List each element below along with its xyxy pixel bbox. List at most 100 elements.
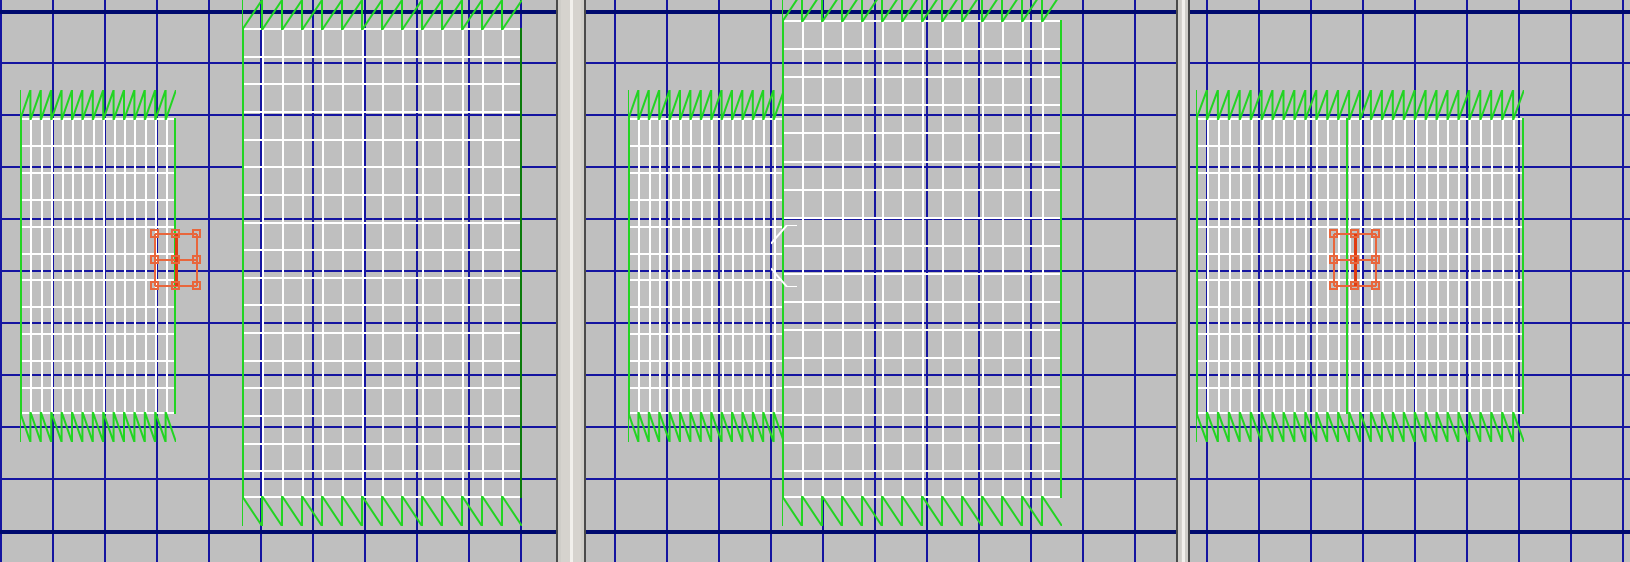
mesh-line-vertical bbox=[1294, 118, 1296, 414]
grid-line-horizontal bbox=[586, 270, 1176, 272]
mesh-line-vertical bbox=[1502, 118, 1504, 414]
selection-handle[interactable] bbox=[192, 229, 201, 238]
mesh-line-vertical bbox=[82, 118, 84, 414]
mesh-line-horizontal bbox=[242, 332, 522, 334]
mesh-line-vertical bbox=[1371, 118, 1373, 414]
mesh-line-horizontal bbox=[1196, 279, 1524, 281]
grid-line-vertical bbox=[1082, 0, 1084, 562]
selection-handle[interactable] bbox=[192, 281, 201, 290]
mesh-line-vertical bbox=[922, 20, 924, 498]
selection-handle[interactable] bbox=[171, 255, 180, 264]
selection-handle[interactable] bbox=[150, 255, 159, 264]
grid-line-horizontal bbox=[586, 218, 1176, 220]
selection-handles[interactable] bbox=[150, 229, 201, 290]
mesh-line-vertical bbox=[649, 118, 651, 414]
mesh-line-vertical bbox=[422, 28, 424, 498]
boundary-sawtooth-top bbox=[242, 0, 522, 30]
mesh-line-vertical bbox=[962, 20, 964, 498]
mesh-line-vertical bbox=[145, 118, 147, 414]
grid-line-horizontal bbox=[586, 62, 1176, 64]
grid-line-border-top bbox=[0, 10, 556, 14]
mesh-plate-plate-small-left[interactable] bbox=[20, 118, 176, 414]
selection-handle[interactable] bbox=[1371, 255, 1380, 264]
mesh-line-vertical bbox=[680, 118, 682, 414]
mesh-plate-plate-large-right[interactable] bbox=[782, 20, 1062, 498]
splitter-1[interactable] bbox=[556, 0, 586, 562]
selection-handle[interactable] bbox=[192, 255, 201, 264]
selection-handle[interactable] bbox=[1329, 255, 1338, 264]
mesh-line-vertical bbox=[1283, 118, 1285, 414]
mesh-line-vertical bbox=[711, 118, 713, 414]
mesh-line-vertical bbox=[114, 118, 116, 414]
mesh-line-vertical bbox=[732, 118, 734, 414]
grid-line-horizontal bbox=[1190, 62, 1630, 64]
selection-line-vertical bbox=[154, 234, 156, 286]
selection-handle[interactable] bbox=[171, 281, 180, 290]
grid-line-horizontal bbox=[586, 322, 1176, 324]
mesh-line-horizontal bbox=[628, 333, 784, 335]
grid-line-border-bottom bbox=[1190, 530, 1630, 534]
mesh-plate-plate-small-left[interactable] bbox=[628, 118, 784, 414]
mesh-line-vertical bbox=[382, 28, 384, 498]
splitter-2[interactable] bbox=[1176, 0, 1190, 562]
mesh-line-horizontal bbox=[1196, 333, 1524, 335]
mesh-line-vertical bbox=[1404, 118, 1406, 414]
plate-edge-left bbox=[1196, 118, 1198, 414]
mesh-line-vertical bbox=[262, 28, 264, 498]
selection-handle[interactable] bbox=[1350, 229, 1359, 238]
mesh-line-horizontal bbox=[20, 253, 176, 255]
mesh-line-vertical bbox=[1513, 118, 1515, 414]
mesh-line-horizontal bbox=[1196, 360, 1524, 362]
mesh-line-horizontal bbox=[242, 111, 522, 113]
mesh-line-horizontal bbox=[782, 104, 1062, 106]
mesh-line-vertical bbox=[1042, 20, 1044, 498]
viewport-2[interactable] bbox=[586, 0, 1176, 562]
grid-line-vertical bbox=[208, 0, 210, 562]
mesh-line-horizontal bbox=[782, 329, 1062, 331]
grid-line-vertical bbox=[52, 0, 54, 562]
mesh-line-horizontal bbox=[242, 222, 522, 224]
mesh-line-horizontal bbox=[20, 279, 176, 281]
divider-gap bbox=[569, 0, 573, 562]
viewport-1[interactable] bbox=[0, 0, 556, 562]
mesh-line-horizontal bbox=[242, 387, 522, 389]
selection-handle[interactable] bbox=[1350, 255, 1359, 264]
mesh-line-horizontal bbox=[1196, 145, 1524, 147]
mesh-line-horizontal bbox=[628, 387, 784, 389]
mesh-line-horizontal bbox=[1196, 387, 1524, 389]
selection-handle[interactable] bbox=[1371, 281, 1380, 290]
selection-handle[interactable] bbox=[150, 229, 159, 238]
grid-line-border-bottom bbox=[586, 530, 1176, 534]
mesh-line-horizontal bbox=[782, 132, 1062, 134]
mesh-line-vertical bbox=[1447, 118, 1449, 414]
mesh-line-vertical bbox=[1415, 118, 1417, 414]
viewport-3[interactable] bbox=[1190, 0, 1630, 562]
mesh-line-vertical bbox=[1240, 118, 1242, 414]
mesh-plate-plate-large-right[interactable] bbox=[242, 28, 522, 498]
grid-line-vertical bbox=[104, 0, 106, 562]
mesh-line-vertical bbox=[502, 28, 504, 498]
mesh-line-vertical bbox=[1207, 118, 1209, 414]
mesh-line-horizontal bbox=[20, 306, 176, 308]
mesh-line-horizontal bbox=[20, 199, 176, 201]
mesh-line-horizontal bbox=[782, 386, 1062, 388]
mesh-line-horizontal bbox=[242, 415, 522, 417]
mesh-line-horizontal bbox=[242, 470, 522, 472]
mesh-line-vertical bbox=[155, 118, 157, 414]
mesh-line-vertical bbox=[462, 28, 464, 498]
selection-handle[interactable] bbox=[1329, 229, 1338, 238]
mesh-line-vertical bbox=[753, 118, 755, 414]
grid-line-vertical bbox=[978, 0, 980, 562]
selection-handle[interactable] bbox=[171, 229, 180, 238]
mesh-line-horizontal bbox=[782, 470, 1062, 472]
mesh-line-vertical bbox=[124, 118, 126, 414]
selection-handle[interactable] bbox=[1350, 281, 1359, 290]
selection-handle[interactable] bbox=[1329, 281, 1338, 290]
mesh-line-horizontal bbox=[782, 48, 1062, 50]
mesh-line-horizontal bbox=[20, 333, 176, 335]
selection-handles[interactable] bbox=[1329, 229, 1380, 290]
selection-handle[interactable] bbox=[150, 281, 159, 290]
mesh-line-vertical bbox=[1393, 118, 1395, 414]
mesh-line-vertical bbox=[742, 118, 744, 414]
selection-handle[interactable] bbox=[1371, 229, 1380, 238]
